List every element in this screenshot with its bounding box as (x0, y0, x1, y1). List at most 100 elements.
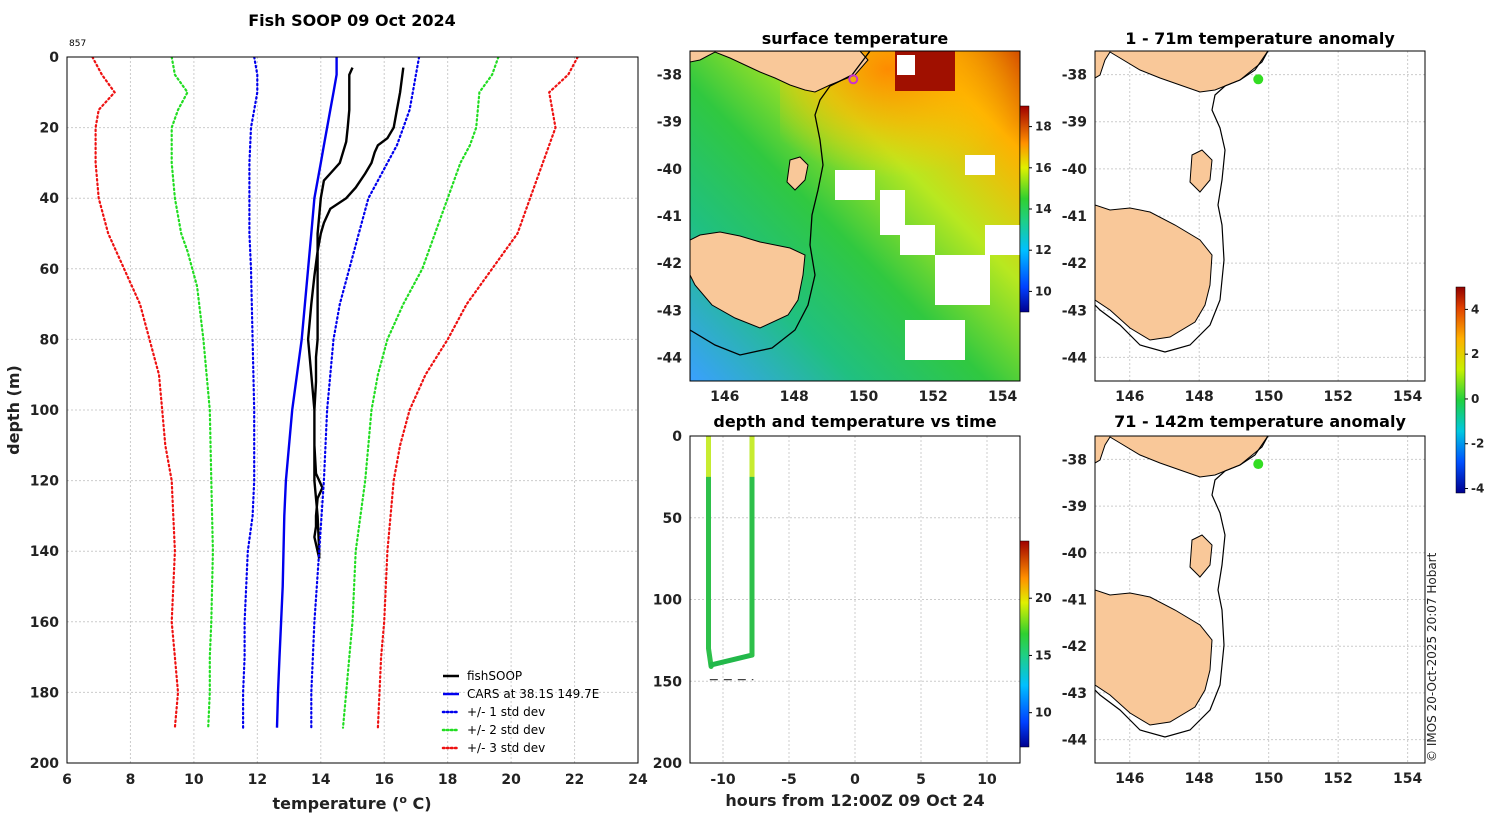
sst-ytick-label: -40 (657, 162, 683, 178)
depth-time-grid (690, 435, 1020, 764)
depth-time-descent-trace (706, 436, 714, 669)
anomaly-upper-ytick-label: -39 (1062, 115, 1087, 131)
sst-cloud-patch (897, 55, 915, 75)
profile-ytick-label: 0 (49, 50, 59, 66)
sst-ytick-label: -38 (657, 68, 682, 84)
sst-tasmania (690, 231, 806, 329)
anomaly-upper-xtick-label: 150 (1254, 389, 1283, 405)
anomaly-lower-tasmania (1095, 589, 1213, 726)
profile-ytick-label: 100 (30, 403, 59, 419)
anomaly-lower-ytick-label: -42 (1062, 639, 1087, 655)
depth-time-colorbar-label: 10 (1035, 706, 1052, 720)
sst-cloud-patch (935, 255, 990, 305)
depth-time-xlabel: hours from 12:00Z 09 Oct 24 (725, 791, 984, 810)
credit-text: © IMOS 20-Oct-2025 20:07 Hobart (1425, 552, 1439, 762)
depth-time-xtick-label: 0 (850, 772, 860, 788)
sst-isobath (690, 51, 871, 356)
profile-ytick-label: 140 (30, 544, 59, 560)
anomaly-lower-frame (1094, 435, 1426, 764)
depth-time-ytick-label: 0 (672, 429, 682, 445)
sst-flinders-island (786, 156, 809, 191)
sst-xtick-label: 152 (919, 389, 948, 405)
anomaly-lower-mainland (1095, 436, 1269, 478)
anomaly-upper-marker (1253, 74, 1264, 85)
anomaly-upper-mainland (1095, 51, 1269, 93)
anomaly-upper-ytick-label: -42 (1062, 256, 1087, 272)
profile-series-line (275, 57, 338, 728)
anomaly-lower-marker (1253, 459, 1264, 470)
anomaly-lower-ytick-label: -41 (1062, 593, 1087, 609)
anomaly-lower-ticks: 146 148 150 152 154 -38 -39 -40 -41 -42 -43 -44 (1062, 452, 1423, 787)
anomaly-lower-xtick-label: 154 (1393, 771, 1422, 787)
anomaly-upper-xtick-label: 146 (1115, 389, 1144, 405)
profile-ytick-label: 180 (30, 685, 59, 701)
depth-time-colorbar-label: 20 (1035, 591, 1052, 605)
anomaly-upper-ytick-label: -41 (1062, 209, 1087, 225)
sst-map-panel: surface temperature 146 148 150 152 15 (657, 29, 1052, 405)
profile-xtick-label: 18 (438, 772, 457, 788)
profile-xlabel: temperature (o C) (272, 793, 431, 814)
depth-time-colorbar-ticks: 10 15 20 (1029, 591, 1052, 720)
profile-series-line (310, 57, 421, 729)
anomaly-colorbar-label: 4 (1471, 302, 1479, 316)
depth-time-ytick-label: 200 (653, 756, 682, 772)
sst-colorbar-ticks: 10 12 14 16 18 (1029, 120, 1052, 298)
sst-colorbar (1019, 105, 1030, 313)
depth-time-xtick-label: -5 (781, 772, 797, 788)
anomaly-lower-panel: 71 - 142m temperature anomaly 146 148 150 1… (1062, 412, 1426, 787)
anomaly-lower-xtick-label: 152 (1324, 771, 1353, 787)
profile-panel: Fish SOOP 09 Oct 2024 857 6 8 10 12 14 16 18 20… (4, 11, 648, 813)
sst-mainland (690, 51, 869, 93)
depth-time-ytick-label: 150 (653, 674, 682, 690)
anomaly-upper-frame (1094, 50, 1426, 382)
anomaly-upper-ytick-label: -38 (1062, 68, 1087, 84)
anomaly-upper-ytick-label: -40 (1062, 162, 1088, 178)
sst-location-marker (848, 74, 859, 85)
depth-time-panel: depth and temperature vs time -10 -5 0 5 100… (653, 412, 1052, 810)
sst-cloud-patch (905, 320, 965, 360)
sst-ytick-label: -44 (657, 350, 683, 366)
profile-title: Fish SOOP 09 Oct 2024 (248, 11, 456, 30)
sst-colorbar-label: 16 (1035, 161, 1052, 175)
profile-series-line (242, 57, 259, 729)
anomaly-lower-ytick-label: -43 (1062, 686, 1087, 702)
anomaly-upper-panel: 1 - 71m temperature anomaly 146 148 150 152… (1062, 29, 1426, 405)
profile-ytick-label: 80 (40, 332, 60, 348)
profile-xtick-label: 24 (628, 772, 648, 788)
sst-ytick-label: -41 (657, 209, 682, 225)
profile-ytick-label: 160 (30, 615, 59, 631)
profile-legend-label: +/- 3 std dev (467, 741, 545, 755)
profile-ytick-label: 60 (40, 262, 60, 278)
depth-time-xtick-label: 10 (977, 772, 997, 788)
profile-xtick-label: 12 (248, 772, 267, 788)
profile-legend-label: CARS at 38.1S 149.7E (467, 687, 599, 701)
sst-xtick-label: 146 (710, 389, 739, 405)
anomaly-upper-xtick-label: 154 (1393, 389, 1422, 405)
profile-legend-label: fishSOOP (467, 669, 522, 683)
profile-legend: fishSOOP CARS at 38.1S 149.7E +/- 1 std de… (441, 669, 599, 755)
anomaly-lower-isobath (1095, 436, 1269, 738)
sst-cloud-patch (965, 155, 995, 175)
sst-ticks: 146 148 150 152 154 -38 -39 -40 -41 -42 -43 -44 (657, 68, 1018, 405)
depth-time-colorbar-label: 15 (1035, 648, 1052, 662)
anomaly-lower-ytick-label: -38 (1062, 452, 1087, 468)
anomaly-upper-xtick-label: 152 (1324, 389, 1353, 405)
profile-ytick-label: 40 (40, 191, 60, 207)
depth-time-ytick-label: 100 (653, 593, 682, 609)
sst-ytick-label: -39 (657, 115, 682, 131)
anomaly-colorbar-ticks: -4 -2 0 2 4 (1465, 302, 1484, 496)
sst-colorbar-label: 12 (1035, 243, 1052, 257)
sst-xtick-label: 150 (849, 389, 878, 405)
anomaly-lower-flinders-island (1189, 534, 1213, 578)
anomaly-colorbar-label: -2 (1471, 437, 1484, 451)
profile-series-line (376, 57, 579, 729)
depth-time-ytick-label: 50 (663, 511, 683, 527)
profile-legend-label: +/- 1 std dev (467, 705, 545, 719)
depth-time-xtick-label: -10 (710, 772, 736, 788)
profile-series-line (170, 57, 215, 729)
sst-cloud-mask (835, 55, 1020, 360)
anomaly-upper-isobath (1095, 51, 1269, 353)
profile-ylabel: depth (m) (4, 365, 23, 455)
sst-colorbar-label: 10 (1035, 284, 1052, 298)
